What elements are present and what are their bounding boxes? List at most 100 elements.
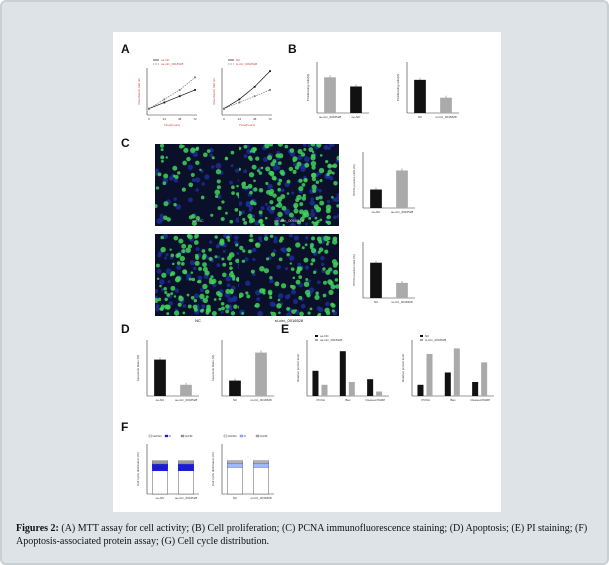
cell-blob: [176, 261, 181, 266]
cell-blob: [213, 298, 217, 301]
chart-d1: Apoptosis Ratio (%) oe-NC oe-circ_0016528: [136, 340, 199, 402]
x-tick-label: NC: [233, 398, 238, 402]
cell-blob: [294, 165, 300, 170]
data-point: [163, 101, 166, 104]
cell-blob: [259, 266, 265, 272]
nucleus-blob: [290, 289, 297, 295]
cell-blob: [325, 160, 329, 164]
cell-blob: [324, 307, 330, 313]
cell-blob: [316, 219, 320, 224]
cell-blob: [312, 188, 317, 193]
chart-a2: Absorbance 490 nm Time(hours) 0 24 48 72 NCsi-…: [212, 58, 272, 127]
cell-blob: [254, 304, 257, 308]
cell-blob: [230, 311, 236, 316]
cell-blob: [258, 171, 263, 175]
bar: [312, 370, 319, 396]
nucleus-blob: [225, 275, 232, 282]
nucleus-blob: [252, 247, 257, 253]
nucleus-blob: [291, 216, 297, 222]
legend-swatch: [255, 434, 260, 438]
nucleus-blob: [288, 234, 294, 238]
nucleus-blob: [220, 310, 224, 314]
cell-blob: [276, 202, 283, 208]
cell-blob: [239, 210, 242, 217]
cell-blob: [206, 308, 210, 313]
legend-entry: S: [169, 434, 171, 438]
cell-blob: [173, 295, 177, 298]
cell-blob: [313, 204, 319, 210]
nucleus-blob: [304, 156, 310, 163]
nucleus-blob: [211, 165, 215, 169]
bar-segment: [253, 467, 270, 495]
legend-entry: oe-NC: [161, 58, 171, 62]
cell-blob: [243, 220, 248, 225]
cell-blob: [194, 234, 199, 239]
cell-blob: [210, 213, 214, 217]
cell-blob: [272, 193, 277, 198]
nucleus-blob: [201, 182, 205, 186]
data-point: [238, 98, 241, 101]
bar: [350, 86, 362, 113]
cell-blob: [295, 279, 301, 285]
cell-blob: [170, 253, 175, 258]
bar: [414, 79, 426, 113]
cell-blob: [327, 169, 333, 175]
cell-blob: [288, 166, 294, 172]
cell-blob: [264, 144, 270, 149]
nucleus-blob: [161, 288, 165, 292]
y-axis-label: Apoptosis Ratio (%): [211, 355, 215, 382]
cell-blob: [178, 144, 184, 149]
x-tick-label: 24: [238, 117, 242, 121]
bar: [154, 359, 166, 396]
micrograph-background: [155, 234, 241, 316]
x-tick-label: si-circ_0016528: [250, 496, 272, 500]
cell-blob: [222, 272, 227, 278]
cell-blob: [270, 252, 276, 257]
legend-entry: oe-circ_0016528: [320, 338, 343, 342]
cell-blob: [245, 291, 249, 295]
nucleus-blob: [272, 164, 279, 171]
cell-blob: [336, 155, 339, 161]
nucleus-blob: [155, 304, 160, 309]
legend-entry: oe-circ_0016528: [161, 62, 184, 66]
cell-blob: [299, 311, 304, 316]
nucleus-blob: [293, 235, 300, 241]
cell-blob: [159, 144, 165, 148]
nucleus-blob: [236, 252, 240, 256]
nucleus-blob: [269, 278, 274, 284]
cell-blob: [160, 246, 166, 253]
y-axis-label: Relative protein level: [401, 354, 405, 382]
cell-blob: [199, 293, 205, 300]
nucleus-blob: [305, 236, 309, 240]
data-point: [178, 95, 181, 98]
nucleus-blob: [159, 279, 165, 285]
cell-blob: [274, 221, 279, 226]
cell-blob: [218, 297, 222, 301]
cell-blob: [253, 147, 257, 152]
cell-blob: [160, 159, 164, 163]
nucleus-blob: [209, 153, 213, 157]
nucleus-blob: [174, 288, 179, 293]
data-point: [253, 85, 256, 88]
cell-blob: [282, 224, 285, 226]
cell-blob: [243, 181, 246, 185]
nucleus-blob: [187, 164, 194, 170]
cell-blob: [325, 269, 331, 275]
cell-blob: [292, 276, 296, 280]
cell-blob: [186, 293, 190, 297]
cell-blob: [181, 243, 187, 249]
cell-blob: [331, 171, 335, 175]
legend-swatch: [164, 434, 169, 438]
legend-swatch: [180, 434, 185, 438]
cell-blob: [277, 298, 281, 302]
cell-blob: [311, 258, 316, 263]
cell-blob: [169, 248, 172, 251]
nucleus-blob: [192, 151, 199, 157]
cell-blob: [296, 161, 302, 167]
cell-blob: [303, 257, 309, 263]
micrograph-label-nc: NC: [195, 318, 201, 323]
cell-blob: [162, 181, 167, 186]
cell-blob: [316, 144, 322, 148]
cell-blob: [177, 171, 181, 175]
nucleus-blob: [280, 247, 284, 252]
